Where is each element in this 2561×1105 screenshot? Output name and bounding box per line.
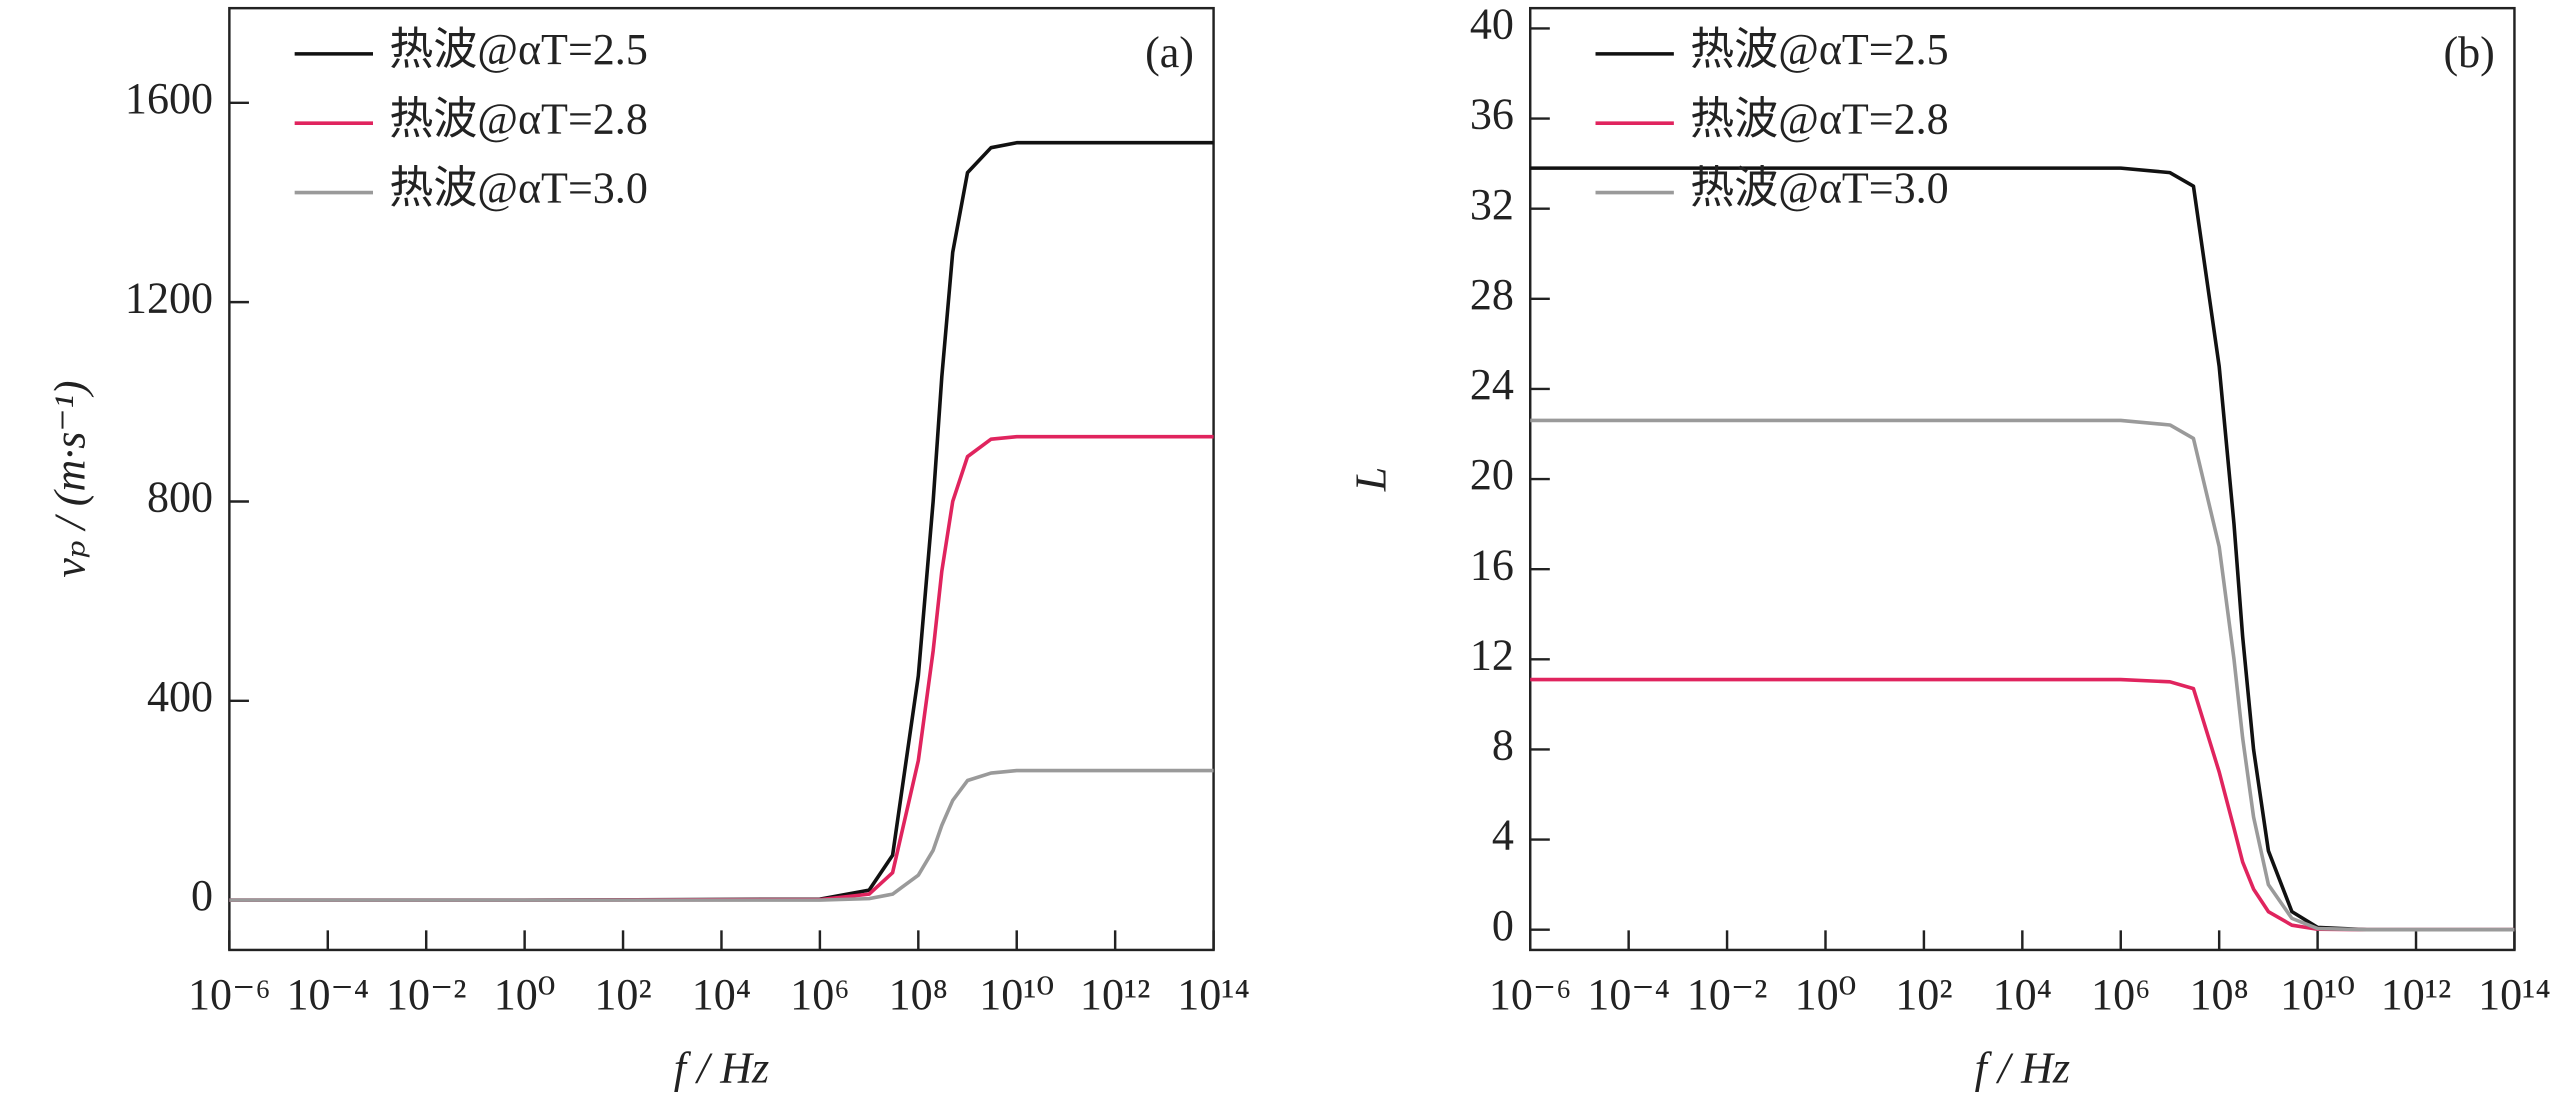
- x-tick-label: 10¹⁴: [2478, 970, 2551, 1019]
- x-axis-label: f / Hz: [674, 1043, 769, 1092]
- y-tick-label: 20: [1470, 450, 1514, 499]
- legend-label: 热波@αT=3.0: [1690, 164, 1949, 213]
- y-tick-label: 4: [1492, 811, 1514, 860]
- y-tick-label: 12: [1470, 630, 1514, 679]
- x-tick-label: 10⁸: [889, 970, 948, 1019]
- panel-label: (a): [1145, 28, 1194, 77]
- legend-label: 热波@αT=2.5: [389, 25, 648, 74]
- x-tick-label: 10⁸: [2189, 970, 2248, 1019]
- y-axis-label: vₚ / (m·s⁻¹): [45, 380, 94, 577]
- x-tick-label: 10⁻²: [1687, 970, 1768, 1019]
- x-tick-label: 10⁻⁶: [188, 970, 271, 1019]
- x-tick-label: 10⁶: [2091, 970, 2150, 1019]
- x-axis-label: f / Hz: [1975, 1043, 2070, 1092]
- y-tick-label: 28: [1470, 270, 1514, 319]
- data-line: [1530, 677, 2515, 932]
- legend-label: 热波@αT=2.8: [1690, 94, 1949, 143]
- x-tick-label: 10⁴: [692, 970, 751, 1019]
- x-tick-label: 10²: [1895, 970, 1952, 1019]
- x-tick-label: 10⁻²: [386, 970, 467, 1019]
- x-tick-label: 10⁴: [1993, 970, 2052, 1019]
- data-line: [1530, 166, 2515, 932]
- y-tick-label: 0: [191, 871, 213, 920]
- x-tick-label: 10¹²: [2381, 970, 2451, 1019]
- data-line: [229, 434, 1214, 902]
- y-axis-label: L: [1346, 467, 1395, 493]
- x-tick-label: 10¹²: [1080, 970, 1150, 1019]
- x-tick-label: 10⁶: [790, 970, 849, 1019]
- legend-label: 热波@αT=2.8: [389, 94, 648, 143]
- legend-label: 热波@αT=2.5: [1690, 25, 1949, 74]
- x-tick-label: 10⁰: [494, 970, 556, 1019]
- x-tick-label: 10⁻⁴: [286, 970, 369, 1019]
- x-tick-label: 10¹⁴: [1177, 970, 1250, 1019]
- x-tick-label: 10⁻⁶: [1489, 970, 1572, 1019]
- y-tick-label: 24: [1470, 360, 1514, 409]
- y-tick-label: 36: [1470, 90, 1514, 139]
- legend-label: 热波@αT=3.0: [389, 164, 648, 213]
- data-line: [229, 768, 1214, 902]
- x-tick-label: 10²: [594, 970, 651, 1019]
- y-tick-label: 32: [1470, 180, 1514, 229]
- y-tick-label: 40: [1470, 0, 1514, 49]
- y-tick-label: 800: [147, 473, 213, 522]
- plot-frame: [228, 6, 1215, 952]
- x-tick-label: 10⁰: [1795, 970, 1857, 1019]
- y-tick-label: 0: [1492, 901, 1514, 950]
- y-tick-label: 1200: [125, 273, 213, 322]
- x-tick-label: 10⁻⁴: [1587, 970, 1670, 1019]
- x-tick-label: 10¹⁰: [2280, 970, 2355, 1019]
- y-tick-label: 16: [1470, 540, 1514, 589]
- data-line: [229, 140, 1214, 902]
- plot-frame: [1529, 6, 2516, 952]
- y-tick-label: 1600: [125, 74, 213, 123]
- x-tick-label: 10¹⁰: [979, 970, 1054, 1019]
- panel-label: (b): [2443, 28, 2494, 77]
- data-line: [1530, 418, 2515, 932]
- y-tick-label: 400: [147, 672, 213, 721]
- y-tick-label: 8: [1492, 721, 1514, 770]
